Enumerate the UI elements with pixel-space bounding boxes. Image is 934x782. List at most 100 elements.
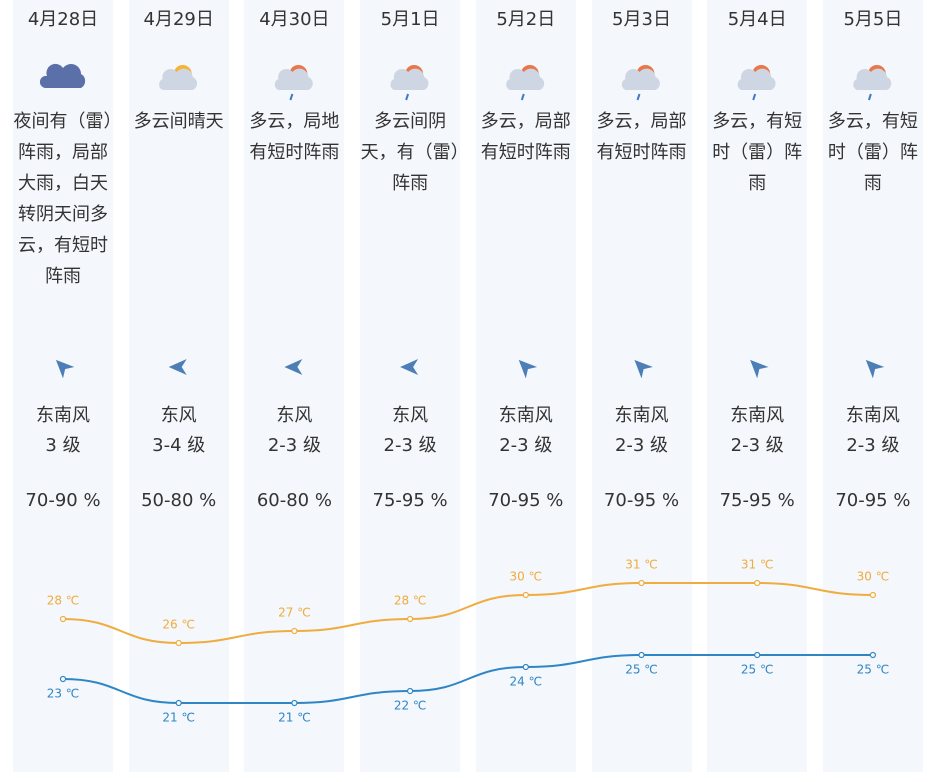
wind-level: 2-3 级 (846, 435, 900, 456)
weather-icon (506, 65, 545, 101)
wind-direction: 东南风 (845, 405, 900, 426)
rain (867, 93, 872, 101)
date: 4月28日 (27, 9, 99, 30)
wind-direction: 东风 (160, 405, 197, 426)
temp-point (59, 675, 67, 683)
cloud (159, 68, 198, 90)
wind-level: 2-3 级 (499, 435, 553, 456)
wind-arrow (865, 359, 885, 379)
weather-desc: 多云间阴天，有（雷）阵雨 (360, 111, 460, 194)
temp-line (62, 653, 873, 705)
temp-point (869, 651, 877, 659)
date: 4月30日 (259, 9, 330, 30)
humidity: 70-95 % (488, 490, 564, 511)
temp-point (175, 699, 182, 707)
weather-desc: 多云间晴天 (133, 111, 224, 132)
weather-desc: 夜间有（雷）阵雨，局部大雨，白天转阴天间多云，有短时阵雨 (13, 111, 113, 287)
rain (520, 93, 525, 101)
temp-label: 28 ℃ (394, 594, 427, 608)
weather-desc: 多云，局部有短时阵雨 (480, 111, 571, 163)
column-bg (360, 0, 461, 772)
column-bg (822, 0, 923, 772)
temp-label: 28 ℃ (47, 594, 80, 608)
humidity: 70-90 % (25, 490, 101, 511)
wind-level: 2-3 级 (730, 435, 784, 456)
weather-icon (853, 65, 892, 101)
cloud (853, 68, 892, 90)
column-bg (707, 0, 808, 772)
weather-icon (621, 65, 660, 101)
temp-label: 30 ℃ (510, 570, 543, 584)
temp-label: 23 ℃ (47, 687, 80, 701)
wind-direction: 东南风 (730, 405, 785, 426)
column-bg (591, 0, 692, 772)
cloud (390, 68, 429, 90)
weather-desc: 多云，有短时（雷）阵雨 (712, 111, 803, 194)
temp-label: 25 ℃ (857, 663, 890, 677)
humidity: 70-95 % (603, 490, 680, 511)
humidity: 75-95 % (372, 490, 448, 511)
date: 5月3日 (612, 9, 671, 30)
temp-label: 24 ℃ (510, 675, 543, 689)
temp-point (754, 579, 761, 587)
wind-arrow (55, 359, 75, 379)
wind-arrow (400, 359, 419, 375)
wind-arrow (634, 359, 653, 379)
temp-point (291, 699, 298, 707)
wind-level: 2-3 级 (614, 435, 669, 456)
cloud (506, 68, 545, 90)
temp-label: 26 ℃ (162, 618, 195, 632)
date: 5月2日 (496, 9, 556, 30)
temp-label: 25 ℃ (741, 663, 774, 677)
wind-level: 2-3 级 (383, 435, 437, 456)
temp-point (175, 639, 182, 647)
weather-icon (39, 63, 86, 88)
weather-icon (274, 65, 313, 101)
temp-point (291, 627, 298, 635)
weather-desc: 多云，局地有短时阵雨 (249, 111, 340, 163)
date: 5月4日 (727, 9, 787, 30)
wind-arrow (518, 359, 538, 379)
temp-label: 30 ℃ (857, 570, 890, 584)
wind-level: 2-3 级 (267, 435, 321, 456)
cloud (737, 68, 776, 90)
cloud (274, 68, 313, 90)
rain (289, 93, 294, 101)
temp-point (407, 687, 414, 695)
humidity: 75-95 % (719, 490, 795, 511)
temp-point (407, 615, 414, 623)
temp-label: 27 ℃ (278, 606, 311, 620)
wind-direction: 东南风 (614, 405, 669, 426)
weather-icon (159, 65, 198, 90)
wind-direction: 东风 (276, 405, 313, 426)
date: 4月29日 (143, 9, 214, 30)
weather-icon (390, 65, 429, 101)
temp-point (754, 651, 761, 659)
temp-point (522, 591, 529, 599)
temp-label: 21 ℃ (278, 711, 311, 725)
temp-label: 31 ℃ (741, 558, 774, 572)
wind-level: 3-4 级 (152, 435, 206, 456)
rain (752, 93, 757, 101)
humidity: 50-80 % (141, 490, 217, 511)
temp-label: 21 ℃ (162, 711, 195, 725)
column-bg (475, 0, 576, 772)
column-bg (244, 0, 345, 772)
rain (405, 93, 410, 101)
temp-label: 22 ℃ (394, 699, 427, 713)
weather-desc: 多云，局部有短时阵雨 (596, 111, 687, 163)
cloud (39, 63, 86, 88)
wind-arrow (750, 359, 769, 379)
wind-arrow (284, 359, 303, 375)
temp-label: 31 ℃ (625, 558, 658, 572)
temp-point (869, 591, 877, 599)
temp-label: 25 ℃ (625, 663, 658, 677)
weather-icon (737, 65, 776, 101)
weather-desc: 多云，有短时（雷）阵雨 (827, 111, 918, 194)
wind-arrow (168, 359, 187, 375)
cloud (621, 68, 660, 90)
rain (636, 93, 641, 101)
humidity: 70-95 % (835, 490, 911, 511)
wind-direction: 东南风 (498, 405, 553, 426)
